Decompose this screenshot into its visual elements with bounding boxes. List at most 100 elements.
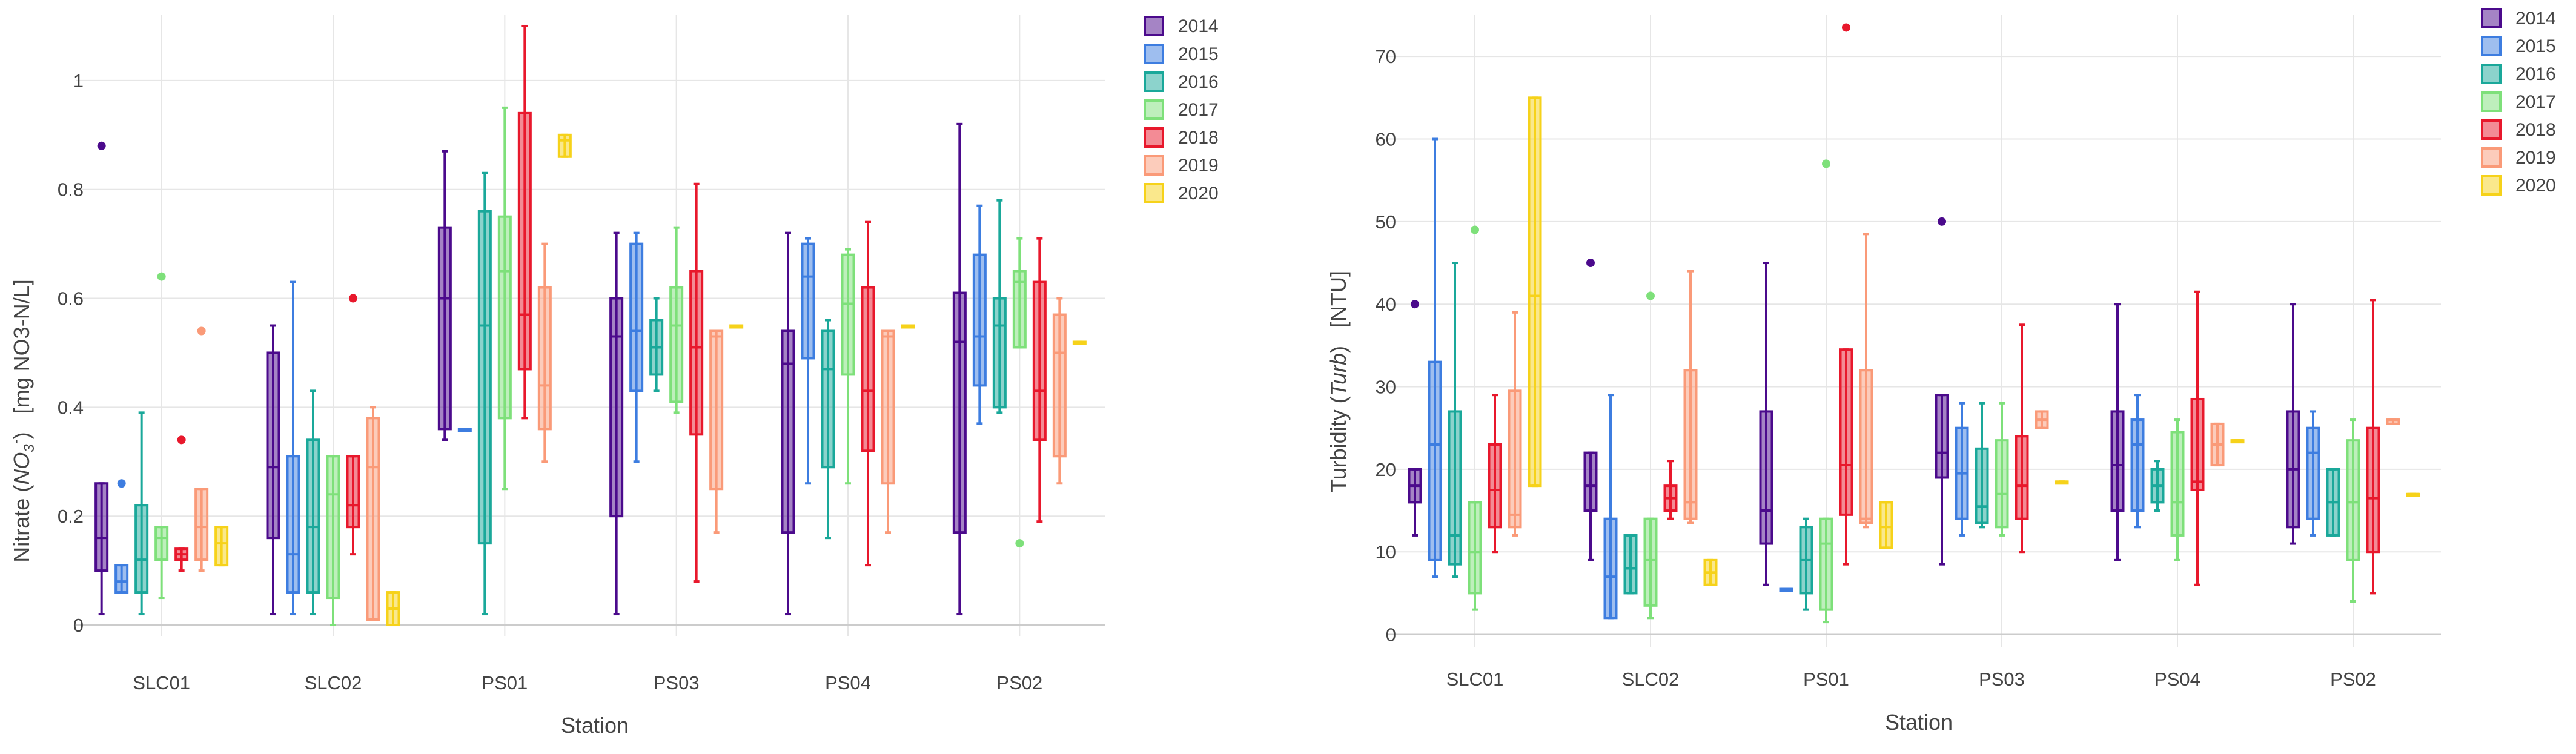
- turbidity-box-2018-SLC01[interactable]: [1488, 394, 1502, 554]
- turbidity-box-2019-PS03[interactable]: [2035, 410, 2049, 429]
- turbidity-box-2014-SLC01[interactable]: [1408, 300, 1422, 537]
- nitrate-box-2018-PS02[interactable]: [1032, 237, 1047, 523]
- turbidity-legend-item-2015[interactable]: 2015: [2481, 36, 2556, 56]
- nitrate-box-2014-PS03[interactable]: [609, 231, 624, 616]
- nitrate-box-2018-PS04[interactable]: [861, 220, 875, 567]
- turbidity-box-2016-SLC01[interactable]: [1448, 262, 1462, 578]
- nitrate-legend-item-2018[interactable]: 2018: [1144, 127, 1219, 148]
- turbidity-box-2018-PS03[interactable]: [2015, 323, 2029, 554]
- nitrate-box-2020-PS04[interactable]: [901, 324, 915, 329]
- turbidity-box-2014-PS02[interactable]: [2286, 303, 2300, 545]
- nitrate-box-2016-PS03[interactable]: [649, 297, 664, 392]
- nitrate-box-2014-SLC02[interactable]: [266, 324, 280, 616]
- turbidity-legend-item-2020[interactable]: 2020: [2481, 175, 2556, 196]
- box-iqr: [1603, 517, 1618, 620]
- turbidity-box-2016-SLC02[interactable]: [1623, 534, 1638, 595]
- turbidity-box-2019-SLC02[interactable]: [1683, 270, 1698, 524]
- turbidity-box-2014-PS04[interactable]: [2110, 303, 2125, 561]
- turbidity-box-2017-PS03[interactable]: [1995, 402, 2009, 537]
- nitrate-box-2014-PS02[interactable]: [952, 122, 967, 616]
- turbidity-box-2015-PS01[interactable]: [1779, 587, 1793, 592]
- turbidity-box-2020-PS04[interactable]: [2230, 439, 2245, 444]
- nitrate-box-2019-PS01[interactable]: [537, 242, 552, 463]
- turbidity-box-2016-PS04[interactable]: [2150, 460, 2165, 512]
- turbidity-legend-item-2017[interactable]: 2017: [2481, 91, 2556, 112]
- turbidity-box-2020-PS03[interactable]: [2055, 480, 2069, 485]
- nitrate-box-2016-PS01[interactable]: [477, 171, 492, 616]
- nitrate-box-2014-SLC01[interactable]: [94, 141, 109, 616]
- turbidity-box-2017-SLC02[interactable]: [1643, 291, 1658, 620]
- turbidity-box-2020-PS01[interactable]: [1879, 501, 1893, 549]
- nitrate-box-2018-SLC02[interactable]: [346, 294, 360, 556]
- nitrate-box-2017-PS04[interactable]: [841, 248, 855, 485]
- nitrate-legend-item-2015[interactable]: 2015: [1144, 44, 1219, 64]
- nitrate-box-2020-PS02[interactable]: [1072, 340, 1087, 345]
- nitrate-box-2020-SLC01[interactable]: [214, 526, 229, 567]
- turbidity-box-2019-PS04[interactable]: [2210, 422, 2225, 467]
- nitrate-box-2015-SLC01[interactable]: [114, 479, 129, 594]
- nitrate-box-2017-PS03[interactable]: [669, 226, 684, 414]
- nitrate-box-2019-SLC02[interactable]: [366, 406, 380, 621]
- turbidity-box-2020-SLC01[interactable]: [1528, 96, 1542, 488]
- nitrate-legend-item-2019[interactable]: 2019: [1144, 155, 1219, 176]
- nitrate-box-2018-SLC01[interactable]: [174, 435, 189, 572]
- nitrate-box-2017-SLC01[interactable]: [154, 272, 169, 600]
- turbidity-box-2017-PS01[interactable]: [1819, 159, 1833, 624]
- nitrate-box-2014-PS01[interactable]: [437, 150, 452, 441]
- turbidity-box-2019-PS01[interactable]: [1859, 233, 1873, 529]
- turbidity-box-2015-PS03[interactable]: [1955, 402, 1969, 537]
- nitrate-box-2017-PS01[interactable]: [497, 106, 512, 491]
- nitrate-box-2018-PS03[interactable]: [689, 182, 704, 583]
- turbidity-box-2016-PS03[interactable]: [1975, 402, 1989, 529]
- turbidity-box-2015-PS02[interactable]: [2306, 410, 2320, 537]
- nitrate-box-2015-PS02[interactable]: [972, 204, 987, 425]
- nitrate-box-2016-SLC01[interactable]: [134, 411, 149, 616]
- turbidity-box-2015-SLC01[interactable]: [1428, 137, 1442, 578]
- turbidity-box-2014-PS03[interactable]: [1935, 217, 1949, 566]
- turbidity-box-2016-PS01[interactable]: [1799, 517, 1813, 611]
- turbidity-legend-item-2016[interactable]: 2016: [2481, 64, 2556, 84]
- nitrate-box-2015-PS03[interactable]: [629, 231, 644, 463]
- nitrate-box-2020-SLC02[interactable]: [386, 591, 400, 627]
- nitrate-box-2016-SLC02[interactable]: [306, 389, 320, 616]
- turbidity-box-2019-SLC01[interactable]: [1508, 311, 1522, 537]
- turbidity-box-2016-PS02[interactable]: [2326, 468, 2340, 537]
- nitrate-legend-item-2016[interactable]: 2016: [1144, 71, 1219, 92]
- turbidity-box-2020-SLC02[interactable]: [1703, 558, 1718, 586]
- turbidity-box-2014-SLC02[interactable]: [1583, 259, 1598, 561]
- turbidity-box-2018-SLC02[interactable]: [1663, 460, 1678, 520]
- turbidity-box-2019-PS02[interactable]: [2386, 418, 2400, 425]
- box-outlier: [1938, 217, 1946, 226]
- nitrate-box-2015-PS01[interactable]: [457, 428, 472, 432]
- turbidity-box-2017-PS02[interactable]: [2346, 418, 2360, 603]
- turbidity-legend-item-2018[interactable]: 2018: [2481, 119, 2556, 140]
- nitrate-box-2020-PS01[interactable]: [557, 133, 572, 158]
- turbidity-box-2018-PS02[interactable]: [2366, 299, 2380, 595]
- turbidity-legend-item-2019[interactable]: 2019: [2481, 147, 2556, 168]
- turbidity-box-2020-PS02[interactable]: [2406, 492, 2420, 497]
- nitrate-box-2019-SLC01[interactable]: [194, 326, 209, 572]
- nitrate-box-2016-PS02[interactable]: [992, 199, 1007, 414]
- nitrate-legend-item-2014[interactable]: 2014: [1144, 16, 1219, 36]
- nitrate-legend-item-2017[interactable]: 2017: [1144, 99, 1219, 120]
- nitrate-box-2015-SLC02[interactable]: [286, 280, 300, 616]
- nitrate-box-2014-PS04[interactable]: [781, 231, 795, 616]
- nitrate-box-2019-PS04[interactable]: [881, 329, 895, 534]
- nitrate-box-2019-PS02[interactable]: [1052, 297, 1067, 485]
- turbidity-box-2014-PS01[interactable]: [1759, 262, 1773, 586]
- turbidity-box-2018-PS01[interactable]: [1839, 23, 1853, 566]
- nitrate-box-2019-PS03[interactable]: [709, 329, 724, 534]
- nitrate-box-2017-SLC02[interactable]: [326, 455, 340, 627]
- nitrate-legend-item-2020[interactable]: 2020: [1144, 183, 1219, 203]
- turbidity-box-2018-PS04[interactable]: [2190, 290, 2205, 586]
- turbidity-legend-item-2014[interactable]: 2014: [2481, 8, 2556, 28]
- nitrate-box-2017-PS02[interactable]: [1012, 237, 1027, 548]
- nitrate-box-2018-PS01[interactable]: [517, 24, 532, 420]
- turbidity-box-2017-SLC01[interactable]: [1468, 225, 1482, 611]
- turbidity-box-2015-SLC02[interactable]: [1603, 394, 1618, 620]
- nitrate-box-2015-PS04[interactable]: [801, 237, 815, 485]
- nitrate-box-2016-PS04[interactable]: [821, 319, 835, 540]
- nitrate-box-2020-PS03[interactable]: [729, 324, 744, 329]
- turbidity-box-2017-PS04[interactable]: [2170, 418, 2185, 561]
- turbidity-box-2015-PS04[interactable]: [2130, 394, 2145, 529]
